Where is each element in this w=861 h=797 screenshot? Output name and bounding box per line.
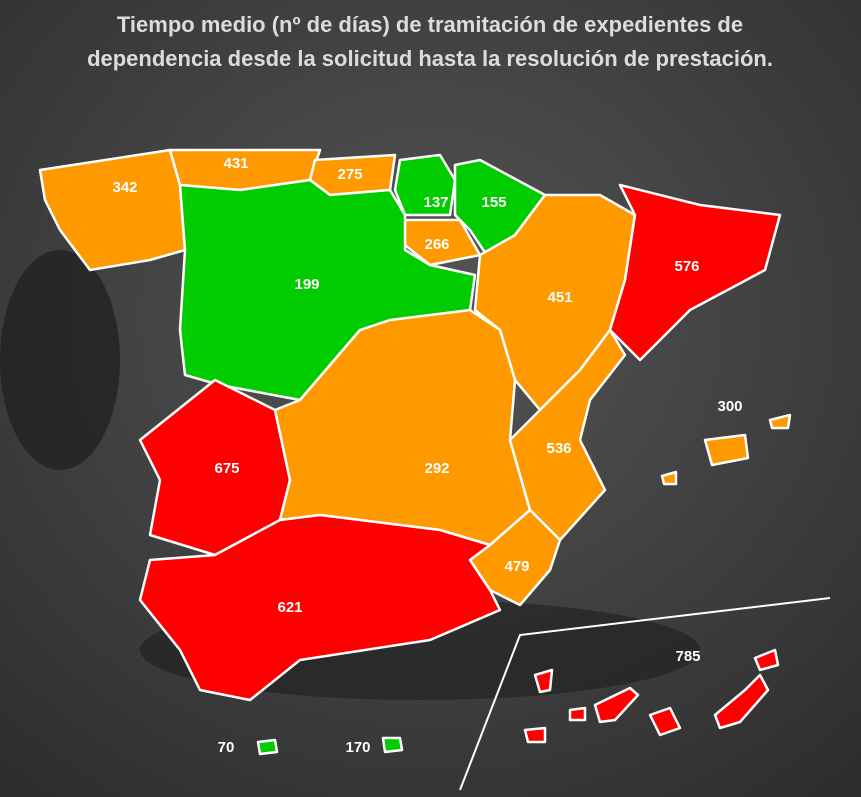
region-value: 275 <box>337 166 362 183</box>
region-value: 342 <box>112 179 137 196</box>
region-value: 621 <box>277 599 302 616</box>
region-value: 300 <box>717 398 742 415</box>
region-shape <box>608 183 782 362</box>
region-shape <box>138 513 502 702</box>
region-value: 70 <box>218 739 235 756</box>
region-shape <box>648 706 682 737</box>
region-value: 451 <box>547 289 572 306</box>
region-value: 785 <box>675 648 700 665</box>
region-shape <box>533 668 554 694</box>
region-shape <box>753 648 780 672</box>
region-shape <box>713 673 770 730</box>
region-shape <box>508 328 627 542</box>
region-shape <box>703 433 750 467</box>
region-value: 170 <box>345 739 370 756</box>
region-shape <box>593 686 640 724</box>
region-shape <box>381 736 404 754</box>
title-line: Tiempo medio (nº de días) de tramitación… <box>117 12 743 37</box>
region-shape <box>660 470 678 486</box>
shadow <box>0 250 120 470</box>
region-shape <box>256 738 279 756</box>
region-value: 266 <box>424 236 449 253</box>
region-value: 536 <box>546 440 571 457</box>
region-value: 479 <box>504 558 529 575</box>
region-shape <box>768 413 792 430</box>
region-value: 155 <box>481 194 506 211</box>
canary-separator <box>459 597 831 791</box>
region-value: 137 <box>423 194 448 211</box>
region-shape <box>523 726 547 744</box>
region-value: 675 <box>214 460 239 477</box>
region-shape <box>178 178 477 402</box>
region-value: 292 <box>424 460 449 477</box>
region-shape <box>393 153 457 217</box>
region-value: 199 <box>294 276 319 293</box>
region-shape <box>568 706 587 722</box>
region-value: 431 <box>223 155 248 172</box>
title-line: dependencia desde la solicitud hasta la … <box>87 46 773 71</box>
region-value: 576 <box>674 258 699 275</box>
